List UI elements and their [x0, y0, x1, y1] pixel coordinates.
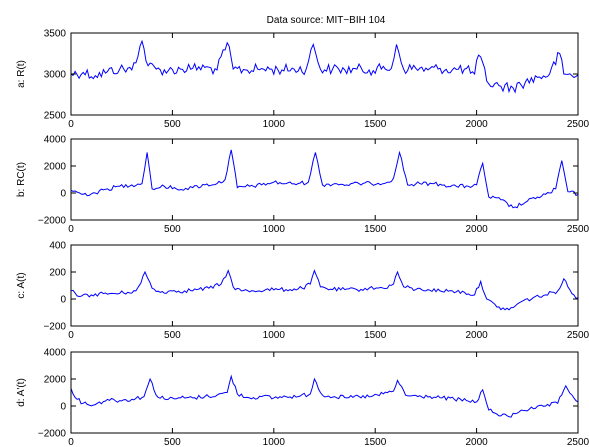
x-tick-label: 1500: [364, 437, 387, 447]
y-axis-label: a: R(t): [16, 60, 27, 88]
axes-frame: [70, 32, 579, 116]
x-tick-label: 1000: [263, 224, 286, 235]
y-tick-label: 4000: [44, 135, 67, 146]
x-tick-label: 1500: [364, 224, 387, 235]
x-tick-label: 0: [68, 224, 74, 235]
y-tick-label: 0: [60, 295, 66, 306]
y-tick-label: 4000: [44, 348, 67, 359]
x-tick-label: 500: [164, 224, 181, 235]
axes-frame: [70, 351, 579, 434]
x-tick-label: 2000: [465, 330, 488, 341]
y-tick-label: −2000: [38, 429, 67, 440]
x-tick-label: 0: [68, 119, 74, 130]
y-tick-label: 3000: [44, 70, 67, 81]
x-tick-label: 1000: [263, 330, 286, 341]
y-tick-label: 2000: [44, 162, 67, 173]
x-tick-label: 2000: [465, 224, 488, 235]
x-tick-label: 2500: [567, 437, 589, 447]
y-tick-label: 2000: [44, 375, 67, 386]
y-tick-label: −2000: [38, 216, 67, 227]
y-tick-label: 3500: [44, 29, 67, 40]
x-tick-label: 2000: [465, 437, 488, 447]
x-tick-label: 2500: [567, 119, 589, 130]
signal-line: [71, 149, 578, 209]
y-tick-label: −200: [43, 322, 66, 333]
signal-line: [71, 39, 578, 94]
y-tick-label: 2500: [44, 111, 67, 122]
x-tick-label: 1500: [364, 119, 387, 130]
x-tick-label: 500: [164, 330, 181, 341]
x-tick-label: 2500: [567, 330, 589, 341]
chart-title: Data source: MIT−BIH 104: [267, 15, 386, 26]
y-tick-label: 0: [60, 189, 66, 200]
x-tick-label: 0: [68, 330, 74, 341]
y-axis-label: d: A'(t): [16, 378, 27, 407]
axes-frame: [70, 244, 579, 327]
signal-line: [71, 269, 578, 311]
y-tick-label: 400: [49, 241, 66, 252]
x-tick-label: 0: [68, 437, 74, 447]
x-tick-label: 1500: [364, 330, 387, 341]
panel-1: 0 500 1000 1500 2000 2500 2500 3000 3500 a: R(t): [16, 29, 589, 131]
y-tick-label: 200: [49, 268, 66, 279]
x-tick-label: 500: [164, 437, 181, 447]
x-tick-label: 500: [164, 119, 181, 130]
x-tick-label: 1000: [263, 119, 286, 130]
x-tick-label: 2000: [465, 119, 488, 130]
y-tick-label: 0: [60, 402, 66, 413]
signal-line: [71, 374, 578, 418]
x-tick-label: 1000: [263, 437, 286, 447]
axes-frame: [70, 138, 579, 221]
x-tick-label: 2500: [567, 224, 589, 235]
y-axis-label: b: RC(t): [16, 162, 27, 197]
y-axis-label: c: A(t): [16, 272, 27, 298]
